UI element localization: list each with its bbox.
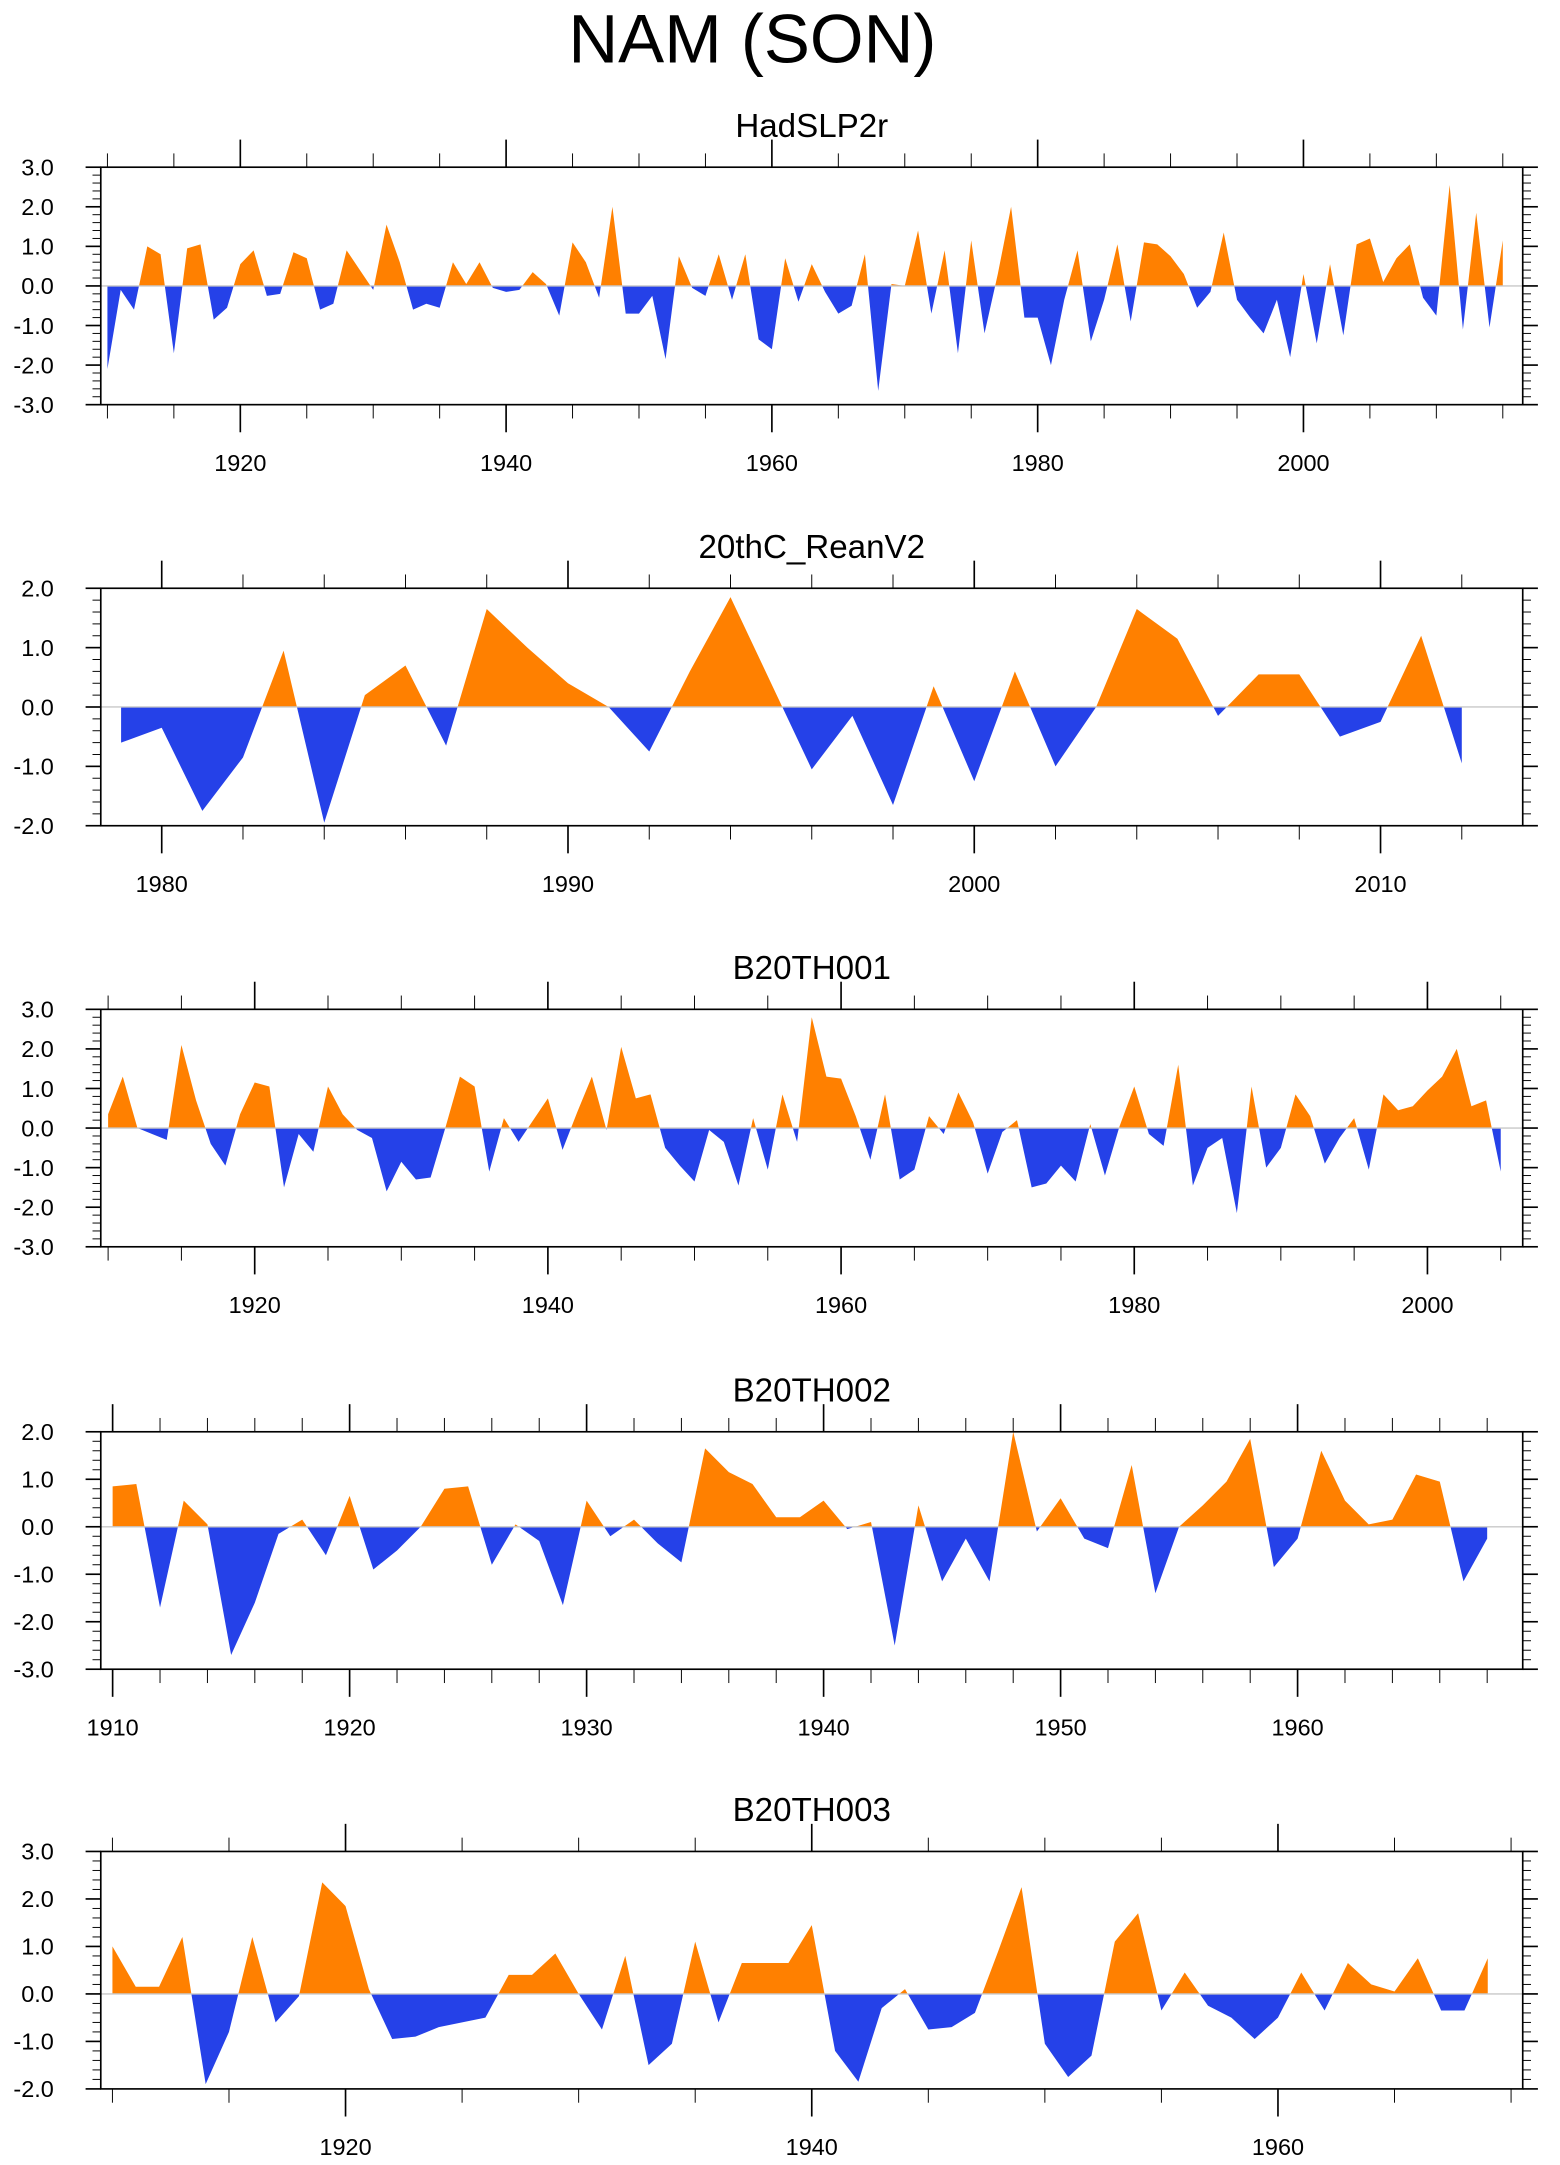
- y-tick-label: 1.0: [21, 1076, 54, 1102]
- panel-5: B20TH003 3.0 2.0 1.0 0.0 -1.0 -2.0 1920 1940 1960: [13, 1792, 1538, 2160]
- x-tick-label: 1920: [229, 1292, 281, 1318]
- x-tick-label: 1940: [798, 1714, 850, 1740]
- y-tick-label: -2.0: [13, 1194, 53, 1220]
- x-tick-label: 1980: [136, 871, 188, 897]
- x-tick-label: 1950: [1034, 1714, 1086, 1740]
- panel-title: HadSLP2r: [735, 108, 888, 145]
- negative-area: [112, 1993, 1488, 2085]
- panel-1: HadSLP2r 3.0 2.0 1.0 0.0 -1.0 -2.0 -3.0 1920 1940…: [13, 108, 1538, 476]
- y-tick-label: -1.0: [13, 313, 53, 339]
- panel-title: B20TH002: [733, 1372, 891, 1409]
- main-title: NAM (SON): [568, 0, 936, 77]
- y-tick-label: -2.0: [13, 1609, 53, 1635]
- y-tick-label: 3.0: [21, 1839, 54, 1865]
- y-tick-label: -3.0: [13, 392, 53, 418]
- y-tick-label: 3.0: [21, 154, 54, 180]
- y-tick-label: 3.0: [21, 997, 54, 1023]
- x-tick-label: 1910: [87, 1714, 139, 1740]
- panel-4: B20TH002 2.0 1.0 0.0 -1.0 -2.0 -3.0 1910 1920 193…: [13, 1372, 1538, 1740]
- negative-area: [144, 1526, 1488, 1655]
- plot-frame: [99, 1430, 1524, 1671]
- y-tick-label: -2.0: [13, 813, 53, 839]
- x-tick-label: 1960: [746, 450, 798, 476]
- y-tick-label: 2.0: [21, 576, 54, 602]
- y-tick-label: -2.0: [13, 352, 53, 378]
- x-tick-label: 2000: [1277, 450, 1329, 476]
- x-tick-label: 2000: [1401, 1292, 1453, 1318]
- y-tick-label: -3.0: [13, 1657, 53, 1683]
- x-tick-label: 1920: [324, 1714, 376, 1740]
- panel-3: B20TH001 3.0 2.0 1.0 0.0 -1.0 -2.0 -3.0 1920 1940…: [13, 950, 1538, 1318]
- negative-area: [121, 706, 1462, 823]
- x-tick-label: 1920: [214, 450, 266, 476]
- x-tick-label: 1940: [480, 450, 532, 476]
- y-tick-label: 2.0: [21, 194, 54, 220]
- positive-area: [107, 185, 1503, 286]
- y-tick-label: 1.0: [21, 1934, 54, 1960]
- y-tick-label: -2.0: [13, 2076, 53, 2102]
- y-tick-label: 1.0: [21, 1467, 54, 1493]
- y-tick-label: -3.0: [13, 1234, 53, 1260]
- y-tick-label: 1.0: [21, 234, 54, 260]
- y-tick-label: 0.0: [21, 694, 54, 720]
- y-tick-label: 1.0: [21, 635, 54, 661]
- x-tick-label: 2010: [1354, 871, 1406, 897]
- positive-area: [112, 1882, 1488, 1994]
- y-tick-label: 0.0: [21, 1115, 54, 1141]
- x-tick-label: 1940: [522, 1292, 574, 1318]
- x-tick-label: 1980: [1012, 450, 1064, 476]
- x-tick-label: 1960: [815, 1292, 867, 1318]
- positive-area: [108, 1017, 1501, 1129]
- y-tick-label: -1.0: [13, 1562, 53, 1588]
- y-tick-label: 0.0: [21, 1981, 54, 2007]
- x-tick-label: 1930: [561, 1714, 613, 1740]
- x-tick-label: 1940: [786, 2134, 838, 2160]
- y-tick-label: 2.0: [21, 1036, 54, 1062]
- panel-title: B20TH001: [733, 950, 891, 987]
- negative-area: [108, 1128, 1501, 1214]
- y-tick-label: 0.0: [21, 1514, 54, 1540]
- y-tick-label: 2.0: [21, 1419, 54, 1445]
- y-tick-label: 0.0: [21, 273, 54, 299]
- positive-area: [121, 597, 1462, 707]
- x-tick-label: 1960: [1252, 2134, 1304, 2160]
- y-tick-label: -1.0: [13, 1155, 53, 1181]
- y-tick-label: 2.0: [21, 1886, 54, 1912]
- x-tick-label: 1980: [1108, 1292, 1160, 1318]
- panel-2: 20thC_ReanV2 2.0 1.0 0.0 -1.0 -2.0 1980 1990 200…: [13, 529, 1538, 897]
- y-tick-label: -1.0: [13, 754, 53, 780]
- positive-area: [112, 1431, 1488, 1527]
- panel-title: 20thC_ReanV2: [698, 529, 925, 566]
- x-tick-label: 1960: [1271, 1714, 1323, 1740]
- negative-area: [107, 285, 1496, 391]
- x-tick-label: 2000: [948, 871, 1000, 897]
- x-tick-label: 1920: [319, 2134, 371, 2160]
- panel-title: B20TH003: [733, 1792, 891, 1829]
- y-tick-label: -1.0: [13, 2029, 53, 2055]
- x-tick-label: 1990: [542, 871, 594, 897]
